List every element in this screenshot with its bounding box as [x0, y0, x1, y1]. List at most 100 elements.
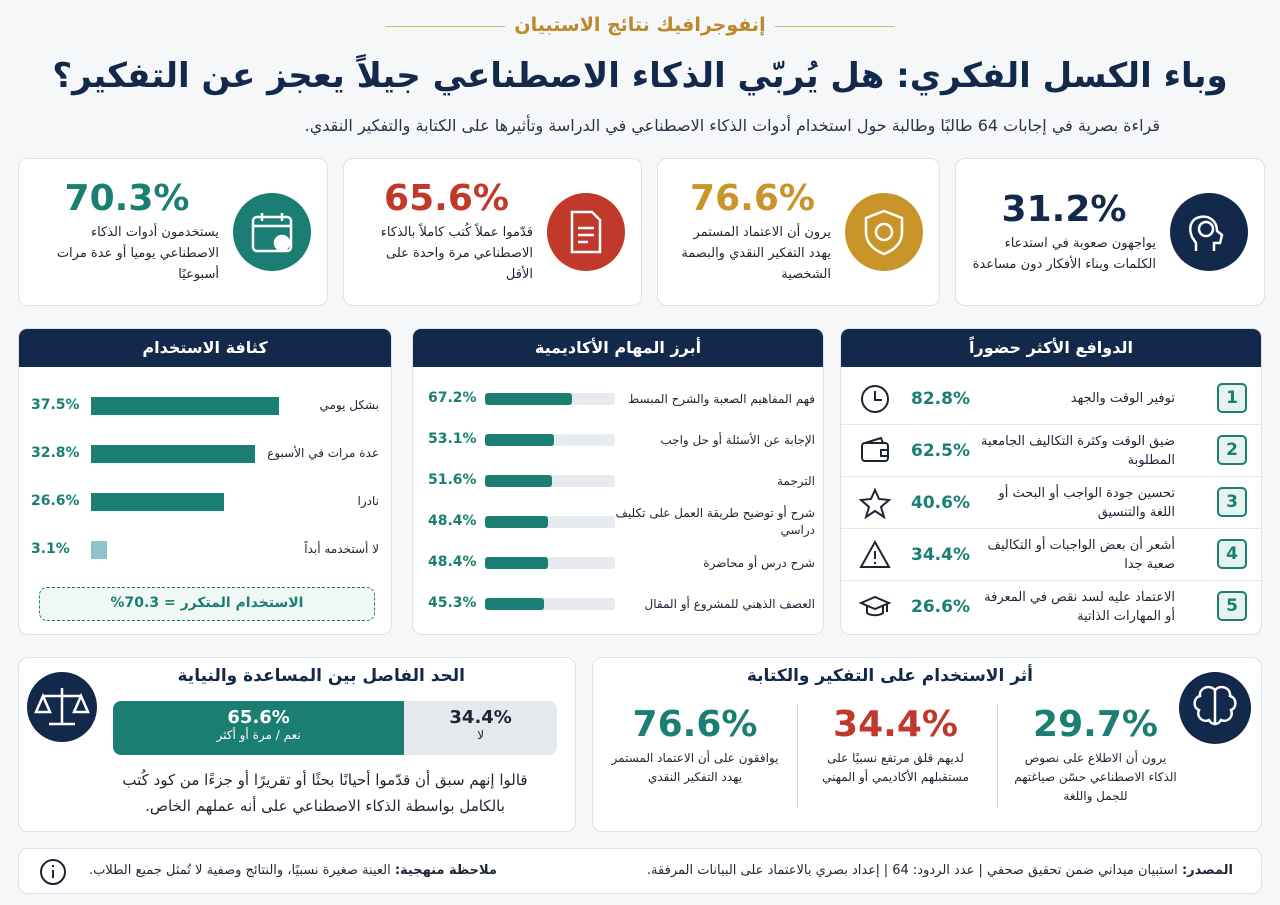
subtitle: قراءة بصرية في إجابات 64 طالبًا وطالبة ح… — [304, 116, 1160, 135]
impact-text: يوافقون على أن الاعتماد المستمر يهدد الت… — [611, 751, 779, 785]
stat-text: قدّموا عملاً كُتب كاملاً بالذكاء الاصطنا… — [380, 225, 533, 282]
task-row: العصف الذهني للمشروع أو المقال 45.3% — [413, 586, 823, 622]
stat-icon — [547, 193, 625, 271]
stat-text: يرون أن الاعتماد المستمر يهدد التفكير ال… — [681, 225, 831, 282]
scale-icon — [27, 672, 97, 742]
motive-row: 4 أشعر أن بعض الواجبات أو التكاليف صعبة … — [841, 529, 1261, 581]
motive-icon — [861, 436, 889, 462]
motive-value: 62.5% — [911, 441, 970, 461]
no-value: 34.4% — [449, 707, 512, 728]
usage-row: لا أستخدمه أبداً 3.1% — [19, 539, 391, 563]
usage-row: نادرا 26.6% — [19, 491, 391, 515]
impact-item: 76.6% يوافقون على أن الاعتماد المستمر يه… — [597, 704, 793, 808]
task-label: العصف الذهني للمشروع أو المقال — [644, 596, 815, 611]
bar-value: 51.6% — [428, 472, 477, 488]
stat-icon — [845, 193, 923, 271]
usage-label: بشكل يومي — [319, 398, 379, 412]
rank: 3 — [1217, 487, 1247, 517]
yes-label: نعم / مرة أو أكثر — [216, 728, 301, 742]
yes-value: 65.6% — [227, 707, 290, 728]
impact-item: 34.4% لديهم قلق مرتفع نسبيًا على مستقبله… — [797, 704, 993, 808]
rank: 1 — [1217, 383, 1247, 413]
yes-segment: 65.6% نعم / مرة أو أكثر — [113, 701, 405, 755]
kicker: إنفوجرافيك نتائج الاستبيان — [514, 14, 766, 36]
motive-icon — [861, 385, 889, 413]
bar — [485, 393, 573, 405]
bar-track — [485, 516, 615, 528]
stat-text: يستخدمون أدوات الذكاء الاصطناعي يوميا أو… — [56, 225, 219, 282]
bar — [485, 475, 553, 487]
motive-value: 26.6% — [911, 597, 970, 617]
stat-value: 76.6% — [690, 178, 815, 220]
stat-value: 65.6% — [384, 178, 509, 220]
task-label: الإجابة عن الأسئلة أو حل واجب — [660, 432, 815, 447]
note: ملاحظة منهجية: العينة صغيرة نسبيًا، والن… — [89, 863, 497, 878]
bar-value: 3.1% — [31, 541, 70, 557]
stat-card: 65.6% قدّموا عملاً كُتب كاملاً بالذكاء ا… — [343, 158, 642, 306]
impact-value: 29.7% — [1033, 704, 1158, 745]
rank: 4 — [1217, 539, 1247, 569]
task-label: فهم المفاهيم الصعبة والشرح المبسط — [628, 391, 815, 406]
motive-row: 3 تحسين جودة الواجب أو البحث أو اللغة وا… — [841, 477, 1261, 529]
stat-card: 70.3% يستخدمون أدوات الذكاء الاصطناعي يو… — [18, 158, 328, 306]
task-row: شرح درس أو محاضرة 48.4% — [413, 545, 823, 581]
task-row: الترجمة 51.6% — [413, 463, 823, 499]
impact-text: يرون أن الاطلاع على نصوص الذكاء الاصطناع… — [1014, 751, 1177, 804]
panel-header: أبرز المهام الأكاديمية — [413, 329, 823, 367]
bar-value: 48.4% — [428, 513, 477, 529]
no-label: لا — [477, 728, 485, 742]
motive-label: توفير الوقت والجهد — [1070, 391, 1175, 407]
usage-total: الاستخدام المتكرر = 70.3% — [39, 587, 375, 621]
motive-label: أشعر أن بعض الواجبات أو التكاليف صعبة جد… — [987, 537, 1175, 573]
motive-label: تحسين جودة الواجب أو البحث أو اللغة والت… — [998, 485, 1175, 521]
task-row: فهم المفاهيم الصعبة والشرح المبسط 67.2% — [413, 381, 823, 417]
motive-label: ضيق الوقت وكثرة التكاليف الجامعية المطلو… — [980, 433, 1175, 469]
bar — [91, 445, 255, 463]
motive-row: 2 ضيق الوقت وكثرة التكاليف الجامعية المط… — [841, 425, 1261, 477]
stat-value: 31.2% — [1001, 188, 1127, 230]
bar-value: 26.6% — [31, 493, 80, 509]
bar-track — [485, 475, 615, 487]
motive-icon — [859, 539, 891, 568]
bar-track — [485, 598, 615, 610]
panel-title: أثر الاستخدام على التفكير والكتابة — [746, 666, 1033, 686]
motive-label: الاعتماد عليه لسد نقص في المعرفة أو المه… — [984, 589, 1175, 625]
motive-icon — [859, 595, 891, 617]
task-label: شرح أو توضيح طريقة العمل على تكليف دراسي — [615, 506, 815, 537]
brain-icon — [1179, 672, 1251, 744]
usage-row: بشكل يومي 37.5% — [19, 395, 391, 419]
bar — [485, 434, 555, 446]
source: المصدر: استبيان ميداني ضمن تحقيق صحفي | … — [647, 863, 1233, 878]
panel-title: الحد الفاصل بين المساعدة والنياية — [177, 666, 466, 686]
usage-panel: كثافة الاستخدام بشكل يومي 37.5% عدة مرات… — [18, 328, 392, 635]
bar — [485, 598, 544, 610]
bar-track — [485, 434, 615, 446]
bar — [91, 541, 107, 559]
impact-value: 34.4% — [833, 704, 958, 745]
source-text: استبيان ميداني ضمن تحقيق صحفي | عدد الرد… — [646, 863, 1178, 878]
bar-value: 67.2% — [428, 390, 477, 406]
bar — [91, 397, 279, 415]
motive-row: 5 الاعتماد عليه لسد نقص في المعرفة أو ال… — [841, 581, 1261, 633]
bar-track — [485, 557, 615, 569]
split-bar: 65.6% نعم / مرة أو أكثر 34.4% لا — [113, 701, 557, 755]
info-icon — [40, 859, 66, 885]
bar-value: 53.1% — [428, 431, 477, 447]
quote: قالوا إنهم سبق أن قدّموا أحيانًا بحثًا أ… — [122, 771, 528, 815]
stat-card: 76.6% يرون أن الاعتماد المستمر يهدد التف… — [657, 158, 940, 306]
footer: المصدر: استبيان ميداني ضمن تحقيق صحفي | … — [18, 848, 1262, 894]
impact-text: لديهم قلق مرتفع نسبيًا على مستقبلهم الأك… — [822, 751, 969, 785]
stat-icon — [1170, 193, 1248, 271]
panel-header: كثافة الاستخدام — [19, 329, 391, 367]
bar-value: 37.5% — [31, 397, 80, 413]
impact-item: 29.7% يرون أن الاطلاع على نصوص الذكاء ال… — [997, 704, 1193, 808]
bar — [91, 493, 224, 511]
no-segment: 34.4% لا — [404, 701, 557, 755]
motive-row: 1 توفير الوقت والجهد 82.8% — [841, 373, 1261, 425]
bar-value: 48.4% — [428, 554, 477, 570]
usage-label: نادرا — [357, 494, 379, 508]
usage-label: لا أستخدمه أبداً — [304, 542, 379, 556]
note-label: ملاحظة منهجية: — [394, 863, 497, 878]
